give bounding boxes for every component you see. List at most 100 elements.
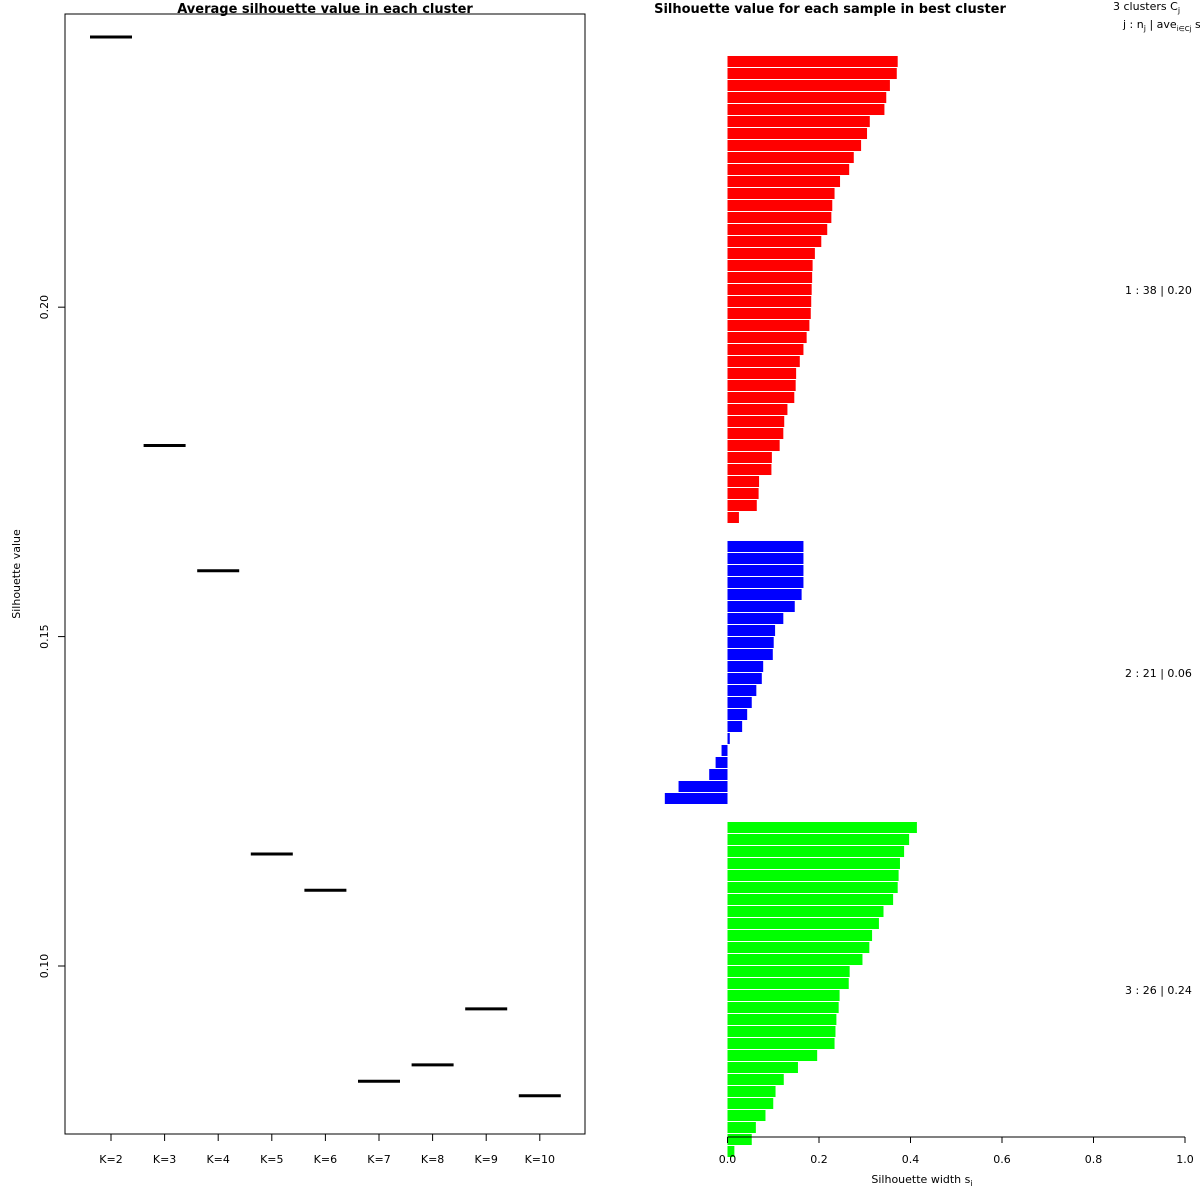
silhouette-bar-cluster-1 bbox=[727, 380, 796, 391]
silhouette-bar-cluster-3 bbox=[727, 870, 899, 881]
silhouette-bar-cluster-1 bbox=[727, 164, 850, 175]
right-x-axis-label-sub: i bbox=[970, 1179, 972, 1188]
silhouette-bar-cluster-1 bbox=[727, 488, 759, 499]
left-y-tick-label: 0.15 bbox=[38, 624, 51, 649]
legend-header-line2-sub-j: j bbox=[1143, 24, 1146, 33]
silhouette-bar-cluster-2 bbox=[727, 565, 804, 576]
legend-header-line2: j : nj | avei∈Cj s bbox=[1122, 18, 1200, 33]
legend-header-line2-a: j : n bbox=[1122, 18, 1144, 31]
silhouette-bar-cluster-3 bbox=[727, 834, 910, 845]
avg-silhouette-panel: Average silhouette value in each cluster… bbox=[10, 2, 586, 1166]
silhouette-bar-cluster-3 bbox=[727, 1002, 839, 1013]
silhouette-bar-cluster-1 bbox=[727, 56, 898, 67]
left-y-tick-label: 0.20 bbox=[38, 295, 51, 320]
silhouette-bar-cluster-2 bbox=[727, 685, 757, 696]
right-x-axis-label: Silhouette width si bbox=[871, 1173, 972, 1188]
left-chart-title: Average silhouette value in each cluster bbox=[177, 2, 473, 17]
silhouette-bar-cluster-1 bbox=[727, 332, 807, 343]
silhouette-bar-cluster-2 bbox=[727, 589, 802, 600]
silhouette-bar-cluster-3 bbox=[727, 894, 894, 905]
silhouette-bar-cluster-3 bbox=[727, 882, 898, 893]
silhouette-bar-cluster-1 bbox=[727, 308, 811, 319]
silhouette-bar-cluster-3 bbox=[727, 1146, 735, 1157]
silhouette-bar-cluster-1 bbox=[727, 128, 868, 139]
right-x-tick-label: 0.6 bbox=[993, 1153, 1011, 1166]
silhouette-bar-cluster-1 bbox=[727, 68, 897, 79]
silhouette-bar-cluster-1 bbox=[727, 464, 772, 475]
silhouette-bar-cluster-1 bbox=[727, 320, 810, 331]
silhouette-bar-cluster-3 bbox=[727, 846, 905, 857]
silhouette-bar-cluster-2 bbox=[727, 541, 804, 552]
right-x-axis-label-text: Silhouette width s bbox=[871, 1173, 970, 1186]
silhouette-bar-cluster-1 bbox=[727, 260, 813, 271]
silhouette-bar-cluster-3 bbox=[727, 1050, 818, 1061]
silhouette-bar-cluster-1 bbox=[727, 116, 870, 127]
silhouette-bar-cluster-3 bbox=[727, 858, 900, 869]
silhouette-bar-cluster-2 bbox=[727, 673, 762, 684]
silhouette-bar-cluster-3 bbox=[727, 1026, 836, 1037]
silhouette-bar-cluster-1 bbox=[727, 284, 812, 295]
cluster-legend-header: 3 clusters Cj j : nj | avei∈Cj s bbox=[1113, 0, 1200, 33]
silhouette-bar-cluster-1 bbox=[727, 104, 885, 115]
silhouette-bar-cluster-2 bbox=[721, 745, 728, 756]
right-x-tick-label: 0.2 bbox=[810, 1153, 828, 1166]
silhouette-bar-cluster-2 bbox=[727, 613, 784, 624]
legend-header-line1-text: 3 clusters C bbox=[1113, 0, 1178, 13]
silhouette-bar-cluster-2 bbox=[664, 793, 728, 804]
silhouette-bar-cluster-3 bbox=[727, 1014, 837, 1025]
cluster-labels: 1 : 38 | 0.20 2 : 21 | 0.06 3 : 26 | 0.24 bbox=[1125, 284, 1192, 997]
left-y-tick-label: 0.10 bbox=[38, 954, 51, 979]
silhouette-bar-cluster-2 bbox=[727, 637, 774, 648]
silhouette-bar-cluster-3 bbox=[727, 1122, 756, 1133]
silhouette-bar-cluster-1 bbox=[727, 80, 890, 91]
silhouette-bar-cluster-1 bbox=[727, 476, 760, 487]
silhouette-bar-cluster-3 bbox=[727, 954, 863, 965]
silhouette-bar-cluster-2 bbox=[727, 577, 804, 588]
left-x-tick-label: K=8 bbox=[421, 1153, 444, 1166]
silhouette-bar-cluster-1 bbox=[727, 212, 832, 223]
silhouette-bar-cluster-1 bbox=[727, 248, 815, 259]
silhouette-bar-cluster-1 bbox=[727, 344, 804, 355]
silhouette-bar-cluster-3 bbox=[727, 966, 850, 977]
silhouette-bar-cluster-2 bbox=[715, 757, 728, 768]
legend-header-line2-sub-iej: i∈Cj bbox=[1177, 25, 1192, 33]
silhouette-bar-cluster-1 bbox=[727, 356, 800, 367]
silhouette-bar-cluster-2 bbox=[727, 649, 773, 660]
left-x-axis: K=2 K=3 K=4 K=5 K=6 K=7 K=8 K=9 K=10 bbox=[99, 1133, 555, 1166]
silhouette-bar-cluster-1 bbox=[727, 500, 757, 511]
silhouette-bar-cluster-2 bbox=[727, 553, 804, 564]
silhouette-bar-cluster-3 bbox=[727, 906, 884, 917]
silhouette-bar-cluster-2 bbox=[709, 769, 728, 780]
silhouette-bar-cluster-1 bbox=[727, 440, 780, 451]
silhouette-bar-cluster-1 bbox=[727, 92, 887, 103]
silhouette-bar-cluster-1 bbox=[727, 152, 854, 163]
silhouette-bar-cluster-2 bbox=[727, 661, 764, 672]
right-x-tick-label: 0.8 bbox=[1085, 1153, 1103, 1166]
left-marks bbox=[90, 35, 561, 1098]
silhouette-bar-cluster-3 bbox=[727, 990, 840, 1001]
silhouette-bar-cluster-1 bbox=[727, 188, 835, 199]
silhouette-bar-cluster-3 bbox=[727, 942, 870, 953]
silhouette-bar-cluster-3 bbox=[727, 930, 873, 941]
legend-header-line1-sub: j bbox=[1177, 6, 1180, 15]
silhouette-bar-cluster-3 bbox=[727, 1038, 835, 1049]
left-x-tick-label: K=6 bbox=[314, 1153, 337, 1166]
silhouette-bar-cluster-2 bbox=[727, 601, 795, 612]
silhouette-bar-cluster-3 bbox=[727, 1074, 784, 1085]
silhouette-bar-cluster-1 bbox=[727, 428, 784, 439]
left-x-tick-label: K=10 bbox=[525, 1153, 555, 1166]
silhouette-bar-cluster-1 bbox=[727, 452, 772, 463]
silhouette-bar-cluster-3 bbox=[727, 978, 849, 989]
right-x-tick-label: 1.0 bbox=[1176, 1153, 1194, 1166]
silhouette-bar-cluster-1 bbox=[727, 404, 788, 415]
silhouette-bar-cluster-2 bbox=[727, 625, 776, 636]
silhouette-bar-cluster-1 bbox=[727, 392, 795, 403]
left-y-axis: 0.10 0.15 0.20 bbox=[38, 295, 65, 978]
silhouette-bar-cluster-3 bbox=[727, 1110, 766, 1121]
silhouette-bar-cluster-1 bbox=[727, 272, 813, 283]
legend-header-line2-c: s bbox=[1192, 18, 1200, 31]
right-x-axis: 0.0 0.2 0.4 0.6 0.8 1.0 bbox=[719, 1136, 1194, 1166]
silhouette-bar-cluster-1 bbox=[727, 296, 812, 307]
silhouette-bar-cluster-3 bbox=[727, 822, 917, 833]
